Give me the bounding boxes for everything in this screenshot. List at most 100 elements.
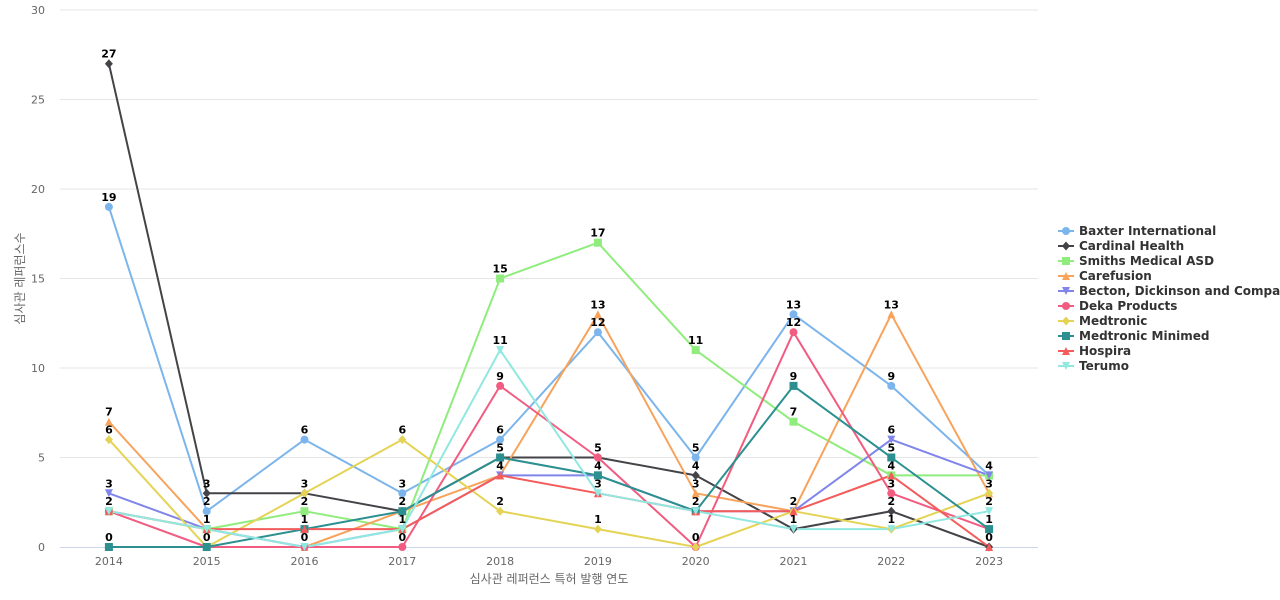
legend-item[interactable]: Carefusion: [1058, 269, 1152, 283]
series-line[interactable]: [108, 313, 990, 548]
data-point[interactable]: [985, 488, 994, 498]
data-label: 2: [496, 495, 504, 508]
data-point[interactable]: [398, 435, 407, 445]
data-point[interactable]: [496, 453, 505, 462]
data-point[interactable]: [496, 346, 505, 355]
data-label: 12: [786, 316, 801, 329]
data-point[interactable]: [496, 274, 505, 283]
series-markers: [104, 59, 994, 552]
data-point[interactable]: [691, 346, 700, 355]
data-point[interactable]: [202, 525, 211, 534]
data-point[interactable]: [398, 489, 407, 498]
data-point[interactable]: [887, 471, 896, 480]
data-point[interactable]: [691, 542, 700, 552]
data-point[interactable]: [887, 435, 896, 444]
data-point[interactable]: [593, 453, 602, 462]
data-point[interactable]: [104, 489, 113, 498]
series-line[interactable]: [108, 474, 990, 548]
data-point[interactable]: [985, 471, 994, 480]
data-point[interactable]: [398, 507, 407, 516]
series-line[interactable]: [107, 206, 990, 513]
data-point[interactable]: [300, 435, 309, 444]
data-point[interactable]: [104, 417, 113, 426]
y-tick-label: 20: [31, 183, 45, 196]
data-point[interactable]: [985, 543, 994, 551]
data-label: 2: [105, 495, 113, 508]
data-point[interactable]: [789, 310, 798, 319]
data-label: 1: [887, 513, 895, 526]
data-point[interactable]: [593, 524, 602, 534]
data-point[interactable]: [789, 507, 798, 516]
series-line[interactable]: [108, 331, 990, 548]
data-point[interactable]: [887, 453, 896, 462]
data-point[interactable]: [887, 506, 896, 516]
legend-item[interactable]: Baxter International: [1058, 224, 1216, 238]
data-point[interactable]: [104, 507, 113, 516]
data-point[interactable]: [104, 435, 113, 445]
data-label: 3: [105, 477, 113, 490]
data-point[interactable]: [593, 471, 602, 480]
data-point[interactable]: [398, 525, 407, 534]
data-labels: 1927763203210632106321015119654217131254…: [101, 48, 993, 544]
data-point[interactable]: [496, 381, 505, 390]
data-label: 0: [105, 531, 113, 544]
data-point[interactable]: [789, 381, 798, 390]
y-tick-label: 0: [38, 541, 45, 554]
data-label: 9: [496, 370, 504, 383]
data-point[interactable]: [300, 488, 309, 498]
legend-item[interactable]: Smiths Medical ASD: [1058, 254, 1214, 268]
data-point[interactable]: [691, 453, 700, 462]
legend-item[interactable]: Terumo: [1058, 359, 1129, 373]
x-tick-label: 2014: [95, 555, 123, 568]
data-label: 2: [301, 495, 309, 508]
data-point[interactable]: [789, 417, 798, 426]
data-label: 6: [398, 424, 406, 437]
data-point[interactable]: [887, 381, 896, 390]
data-point[interactable]: [398, 543, 407, 551]
data-point[interactable]: [496, 506, 505, 516]
data-point[interactable]: [496, 435, 505, 444]
data-label: 2: [985, 495, 993, 508]
legend-label: Becton, Dickinson and Compa...: [1079, 284, 1280, 298]
legend-item[interactable]: Hospira: [1058, 344, 1131, 358]
data-point[interactable]: [789, 525, 798, 534]
legend-item[interactable]: Medtronic Minimed: [1058, 329, 1209, 343]
legend-item[interactable]: Deka Products: [1058, 299, 1177, 313]
data-point[interactable]: [104, 59, 113, 69]
data-point[interactable]: [985, 507, 994, 516]
data-point[interactable]: [300, 543, 309, 551]
legend-marker-icon: [1062, 332, 1070, 340]
data-point[interactable]: [887, 525, 896, 534]
legend-item[interactable]: Becton, Dickinson and Compa...: [1058, 284, 1280, 298]
data-label: 2: [692, 495, 700, 508]
series-line[interactable]: [108, 438, 990, 548]
data-point[interactable]: [496, 471, 505, 480]
legend-label: Terumo: [1079, 359, 1129, 373]
data-point[interactable]: [300, 507, 309, 516]
data-point[interactable]: [691, 507, 700, 516]
x-tick-label: 2022: [877, 555, 905, 568]
data-point[interactable]: [202, 507, 211, 516]
data-point[interactable]: [593, 489, 602, 498]
data-point[interactable]: [789, 328, 798, 337]
data-point[interactable]: [104, 543, 113, 551]
data-point[interactable]: [691, 470, 700, 480]
legend-item[interactable]: Medtronic: [1058, 314, 1147, 328]
data-point[interactable]: [593, 238, 602, 247]
data-point[interactable]: [202, 543, 211, 551]
data-point[interactable]: [593, 328, 602, 337]
legend-marker-icon: [1062, 272, 1070, 280]
data-label: 12: [590, 316, 605, 329]
data-point[interactable]: [104, 202, 113, 211]
data-point[interactable]: [593, 310, 602, 319]
data-point[interactable]: [887, 310, 896, 319]
data-point[interactable]: [202, 488, 211, 498]
series-line[interactable]: [108, 349, 990, 548]
data-point[interactable]: [887, 489, 896, 498]
legend-item[interactable]: Cardinal Health: [1058, 239, 1184, 253]
data-point[interactable]: [300, 525, 309, 534]
data-label: 6: [887, 424, 895, 437]
data-point[interactable]: [985, 525, 994, 534]
legend-marker-icon: [1062, 241, 1070, 251]
data-point[interactable]: [691, 489, 700, 498]
